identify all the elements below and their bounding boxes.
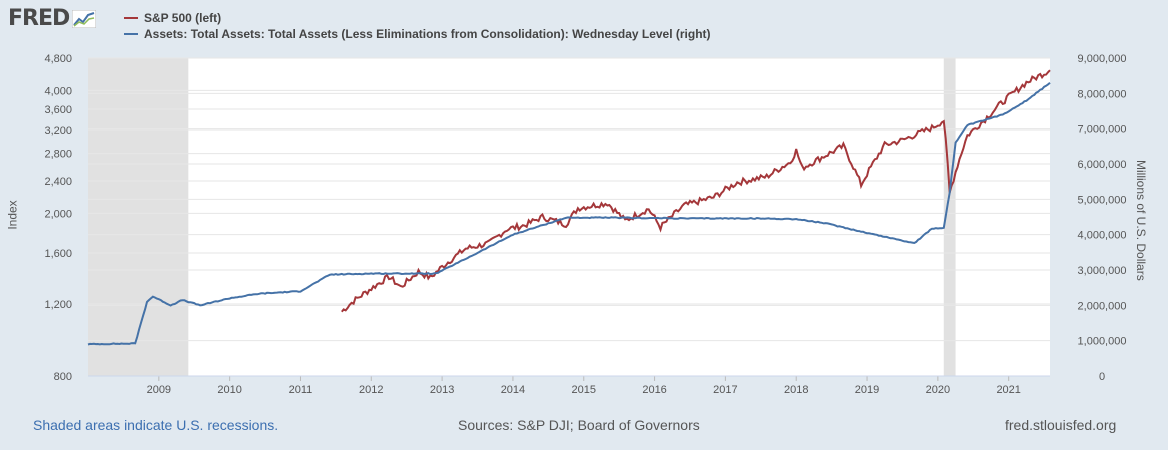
legend-item-sp500[interactable]: S&P 500 (left) <box>124 10 711 26</box>
x-tick-label: 2015 <box>572 384 596 396</box>
x-tick-label: 2016 <box>642 384 666 396</box>
left-tick-label: 1,600 <box>44 248 72 260</box>
left-tick-label: 2,400 <box>44 176 72 188</box>
recession-note-link[interactable]: Shaded areas indicate U.S. recessions. <box>33 417 279 433</box>
right-tick-label: 6,000,000 <box>1078 159 1127 171</box>
x-tick-label: 2013 <box>430 384 454 396</box>
recession-band-0 <box>88 58 189 376</box>
legend-swatch-assets <box>124 33 138 35</box>
site-link[interactable]: fred.stlouisfed.org <box>1005 417 1117 433</box>
right-tick-label: 2,000,000 <box>1078 300 1127 312</box>
x-tick-label: 2018 <box>784 384 808 396</box>
x-tick-label: 2011 <box>289 384 313 396</box>
logo-graph-icon <box>72 9 97 28</box>
right-axis-label: Millions of U.S. Dollars <box>1134 160 1148 281</box>
left-tick-label: 1,200 <box>44 299 72 311</box>
right-tick-label: 8,000,000 <box>1078 88 1127 100</box>
right-tick-label: 3,000,000 <box>1078 265 1127 277</box>
sources-text: Sources: S&P DJI; Board of Governors <box>458 417 700 433</box>
left-tick-label: 2,800 <box>44 149 72 161</box>
x-tick-label: 2014 <box>501 384 525 396</box>
right-tick-label: 1,000,000 <box>1078 336 1127 348</box>
x-tick-label: 2012 <box>359 384 383 396</box>
left-tick-label: 3,600 <box>44 104 72 116</box>
x-tick-label: 2021 <box>996 384 1020 396</box>
right-tick-label: 0 <box>1099 371 1105 383</box>
left-axis-label: Index <box>5 200 20 230</box>
left-tick-label: 800 <box>54 371 72 383</box>
legend-swatch-sp500 <box>124 17 138 19</box>
left-tick-label: 4,000 <box>44 85 72 97</box>
legend-item-assets[interactable]: Assets: Total Assets: Total Assets (Less… <box>124 26 711 42</box>
legend-label-assets: Assets: Total Assets: Total Assets (Less… <box>144 27 711 41</box>
x-tick-label: 2020 <box>926 384 950 396</box>
right-tick-label: 7,000,000 <box>1078 124 1127 136</box>
left-tick-label: 3,200 <box>44 125 72 137</box>
series-line-assets <box>87 81 1051 346</box>
x-tick-label: 2010 <box>217 384 241 396</box>
left-tick-label: 4,800 <box>44 53 72 65</box>
right-tick-label: 5,000,000 <box>1078 194 1127 206</box>
right-tick-label: 9,000,000 <box>1078 53 1127 65</box>
left-tick-label: 2,000 <box>44 208 72 220</box>
fred-logo[interactable]: FRED <box>8 6 97 31</box>
chart-legend: S&P 500 (left) Assets: Total Assets: Tot… <box>124 10 711 42</box>
x-tick-label: 2017 <box>713 384 737 396</box>
right-tick-label: 4,000,000 <box>1078 230 1127 242</box>
logo-text: FRED <box>8 6 70 31</box>
x-tick-label: 2009 <box>147 384 171 396</box>
recession-band-1 <box>943 58 956 376</box>
legend-label-sp500: S&P 500 (left) <box>144 11 222 25</box>
series-line-sp500 <box>341 69 1051 313</box>
x-tick-label: 2019 <box>855 384 879 396</box>
